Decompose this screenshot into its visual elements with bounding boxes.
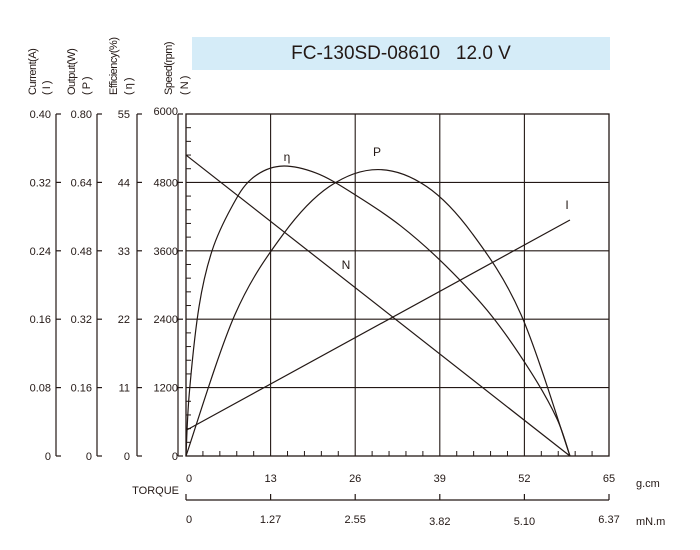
output-axis-label: Output(W): [66, 48, 78, 95]
plot-frame: [185, 113, 610, 457]
chart-title-text: FC-130SD-08610 12.0 V: [291, 42, 511, 64]
torque-unit-mNm: mN.m: [636, 516, 665, 528]
efficiency-axis-symbol: ( η ): [123, 77, 135, 95]
x-tick-label-mNm: 1.27: [260, 514, 281, 526]
x-tick-label-gcm: 52: [518, 473, 530, 485]
y-axes: 0 0.08 0.16 0.24 0.32 0.40 0 0.16 0.32 0.48 0.64 0.…: [30, 106, 183, 463]
y-tick-label: 22: [118, 314, 130, 326]
y-tick-label: 0.32: [30, 177, 51, 189]
y-tick-label: 2400: [154, 314, 178, 326]
speed-curve: [185, 154, 571, 457]
y-tick-label: 0.48: [71, 246, 92, 258]
x-tick-label-mNm: 3.82: [429, 516, 450, 528]
current-curve: [185, 219, 571, 431]
efficiency-curve: [185, 165, 571, 457]
current-axis-symbol: ( I ): [41, 81, 53, 95]
y-tick-label: 11: [119, 383, 130, 395]
speed-axis-label: Speed(rpm): [163, 41, 175, 95]
y-tick-label: 0.64: [71, 177, 92, 189]
x-tick-label-mNm: 0: [186, 514, 192, 526]
curves: η P N I: [185, 145, 571, 457]
speed-axis-symbol: ( N ): [179, 76, 191, 95]
y-tick-label: 55: [118, 109, 130, 121]
x-tick-label-gcm: 26: [349, 473, 361, 485]
x-tick-label-mNm: 6.37: [598, 514, 619, 526]
y-tick-label: 0.32: [71, 314, 92, 326]
y-tick-label: 1200: [154, 383, 178, 395]
torque-axes: 0 13 26 39 52 65 TORQUE g.cm 0 1.27 2.55 3.82 5.10 6.…: [132, 473, 665, 528]
y-tick-label: 0.16: [71, 383, 92, 395]
y-tick-label: 0: [172, 451, 178, 463]
output-curve-label: P: [373, 145, 381, 159]
x-tick-label-gcm: 13: [264, 473, 276, 485]
output-axis-symbol: ( P ): [81, 76, 93, 95]
plot-grid: [185, 113, 610, 457]
y-tick-label: 33: [118, 246, 130, 258]
y-tick-label: 3600: [154, 246, 178, 258]
output-curve: [185, 168, 571, 457]
y-tick-label: 0: [86, 451, 92, 463]
torque-unit-gcm: g.cm: [636, 478, 660, 490]
y-tick-label: 44: [118, 177, 130, 189]
current-axis-label: Current(A): [27, 48, 39, 95]
x-tick-label-gcm: 0: [186, 473, 192, 485]
y-tick-label: 0.24: [30, 246, 51, 258]
x-tick-label-gcm: 65: [603, 473, 615, 485]
x-tick-label-mNm: 2.55: [344, 514, 365, 526]
y-tick-label: 0.40: [30, 109, 51, 121]
speed-curve-label: N: [342, 258, 351, 272]
x-tick-label-gcm: 39: [434, 473, 446, 485]
y-tick-label: 0.16: [30, 314, 51, 326]
x-tick-label-mNm: 5.10: [514, 516, 535, 528]
y-tick-label: 0: [45, 451, 51, 463]
torque-label: TORQUE: [132, 485, 179, 497]
y-tick-label: 0: [124, 451, 130, 463]
efficiency-axis-label: Efficiency(%): [108, 37, 120, 95]
chart-title: FC-130SD-08610 12.0 V: [192, 37, 610, 70]
y-tick-label: 6000: [154, 106, 178, 118]
y-tick-label: 4800: [154, 177, 178, 189]
efficiency-curve-label: η: [284, 150, 291, 164]
current-curve-label: I: [565, 198, 568, 212]
y-tick-label: 0.80: [71, 109, 92, 121]
y-tick-label: 0.08: [30, 383, 51, 395]
